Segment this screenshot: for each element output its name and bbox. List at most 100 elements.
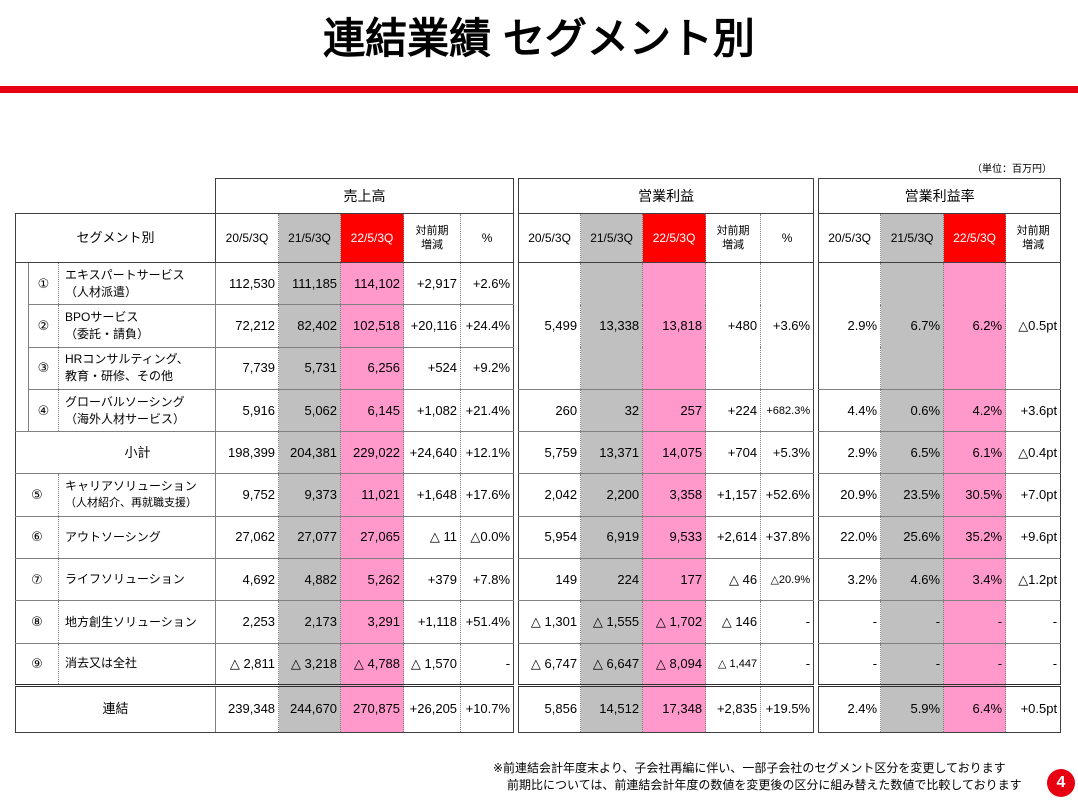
sales-prior-year-cell: 2,173: [278, 600, 342, 644]
sales-prior-year-cell: 5,731: [278, 346, 342, 390]
sales-yoy-change-cell: +26,205: [403, 683, 462, 733]
margin-prior-year-header: 21/5/3Q: [880, 213, 945, 263]
segment-number: ③: [28, 346, 59, 390]
op-yoy-change-cell: +2,835: [705, 683, 762, 733]
sales-yoy-change-cell: +24,640: [403, 431, 462, 475]
op-yoy-pct-cell: +52.6%: [760, 473, 815, 517]
sales-prior-year-cell: 244,670: [278, 683, 342, 733]
segment-name: エキスパートサービス （人材派遣）: [57, 261, 217, 306]
segment-name-line: 地方創生ソリューション: [65, 614, 197, 629]
change-header-line2: 増減: [421, 239, 444, 251]
op-prior-year-cell: 13,371: [580, 431, 644, 475]
op-yoy-change-cell: △ 46: [705, 558, 762, 602]
op-yoy-change-header: 対前期 増減: [705, 213, 762, 263]
margin-yoy-change-cell: +7.0pt: [1005, 473, 1062, 517]
sales-yoy-pct-cell: +21.4%: [460, 388, 515, 433]
segment-name: キャリアソリューション （人材紹介、再就職支援）: [57, 473, 217, 517]
op-prior-year-header: 21/5/3Q: [580, 213, 644, 263]
segment-name-detail: 教育・研修、その他: [65, 369, 174, 384]
group-gap: [814, 347, 819, 389]
group-gap: [514, 347, 519, 389]
sales-prior-year-cell: 27,077: [278, 515, 342, 560]
margin-current-cell: 6.2%: [943, 262, 1007, 390]
group-gap: [514, 305, 519, 347]
margin-two-years-ago-cell: 20.9%: [818, 473, 882, 517]
sales-yoy-pct-cell: +51.4%: [460, 600, 515, 644]
sales-current-cell: 27,065: [340, 515, 405, 560]
sales-yoy-pct-cell: +10.7%: [460, 683, 515, 733]
op-prior-year-cell: △ 6,647: [580, 642, 644, 686]
op-yoy-change-cell: +704: [705, 431, 762, 475]
group-gap: [814, 305, 819, 347]
margin-two-years-ago-cell: 4.4%: [818, 388, 882, 433]
op-two-years-ago-cell: 5,759: [518, 431, 582, 475]
op-prior-year-cell: 6,919: [580, 515, 644, 560]
segment-name: ライフソリューション: [57, 558, 217, 602]
header-corner-blank: [16, 179, 216, 214]
sales-two-years-ago-cell: △ 2,811: [215, 642, 280, 686]
op-two-years-ago-cell: 260: [518, 388, 582, 433]
consolidated-row: 連結 239,348 244,670 270,875 +26,205 +10.7% 5,85…: [14, 683, 1062, 733]
sales-current-cell: 229,022: [340, 431, 405, 475]
sales-yoy-change-cell: +20,116: [403, 304, 462, 348]
segment-name: 消去又は全社: [57, 642, 217, 686]
margin-yoy-change-cell: △0.5pt: [1005, 262, 1062, 390]
segment-name-line: ライフソリューション: [65, 572, 185, 587]
sales-two-years-ago-cell: 7,739: [215, 346, 280, 390]
subtotal-group-indent: [15, 261, 29, 433]
op-yoy-change-cell: +1,157: [705, 473, 762, 517]
margin-current-cell: -: [943, 600, 1007, 644]
margin-yoy-change-cell: -: [1005, 642, 1062, 686]
op-yoy-change-cell: △ 1,447: [705, 642, 762, 686]
segment-row: ④ グローバルソーシング （海外人材サービス） 5,916 5,062 6,145 +1,0…: [16, 388, 1062, 433]
op-two-years-ago-cell: 5,954: [518, 515, 582, 560]
segment-number: ⑤: [15, 473, 59, 517]
segment-name: HRコンサルティング、 教育・研修、その他: [57, 346, 217, 390]
sales-two-years-ago-cell: 9,752: [215, 473, 280, 517]
segment-row: ② BPOサービス （委託・請負） 72,212 82,402 102,518 +20,11…: [16, 304, 1061, 348]
segment-name-detail: （委託・請負）: [65, 326, 150, 341]
sales-two-years-ago-cell: 72,212: [215, 304, 280, 348]
sales-prior-year-cell: △ 3,218: [278, 642, 342, 686]
op-yoy-change-cell: +224: [705, 388, 762, 433]
sales-current-cell: 11,021: [340, 473, 405, 517]
margin-current-header: 22/5/3Q: [943, 213, 1007, 263]
op-prior-year-cell: 224: [580, 558, 644, 602]
op-current-cell: 257: [642, 388, 707, 433]
op-current-cell: 13,818: [642, 262, 707, 390]
sales-two-years-ago-header: 20/5/3Q: [215, 213, 280, 263]
sales-prior-year-cell: 9,373: [278, 473, 342, 517]
change-header-line2: 増減: [722, 239, 745, 251]
op-current-cell: △ 1,702: [642, 600, 707, 644]
segment-number: ⑥: [15, 515, 59, 560]
sales-current-cell: 6,256: [340, 346, 405, 390]
sales-yoy-change-cell: △ 11: [403, 515, 462, 560]
sales-yoy-change-cell: +2,917: [403, 261, 462, 306]
margin-yoy-change-cell: -: [1005, 600, 1062, 644]
op-yoy-change-cell: +480: [705, 262, 762, 390]
margin-current-cell: 4.2%: [943, 388, 1007, 433]
sales-prior-year-cell: 82,402: [278, 304, 342, 348]
segment-name-detail: （人材紹介、再就職支援）: [65, 497, 197, 510]
segment-name-line: アウトソーシング: [65, 529, 161, 544]
sales-prior-year-cell: 204,381: [278, 431, 342, 475]
segment-name: 地方創生ソリューション: [57, 600, 217, 644]
sales-yoy-pct-cell: +9.2%: [460, 346, 515, 390]
segment-row: ① エキスパートサービス （人材派遣） 112,530 111,185 114,102 +2…: [15, 261, 1062, 433]
margin-prior-year-cell: -: [880, 642, 945, 686]
op-two-years-ago-cell: △ 6,747: [518, 642, 582, 686]
op-yoy-pct-cell: +3.6%: [760, 262, 815, 390]
change-header-line1: 対前期: [716, 225, 750, 237]
sales-yoy-pct-cell: △0.0%: [460, 515, 515, 560]
sales-yoy-change-cell: +524: [403, 346, 462, 390]
margin-prior-year-cell: 23.5%: [880, 473, 945, 517]
sales-two-years-ago-cell: 27,062: [215, 515, 280, 560]
segment-name: グローバルソーシング （海外人材サービス）: [57, 388, 217, 433]
segment-column-header: セグメント別: [14, 213, 217, 263]
sales-current-header: 22/5/3Q: [340, 213, 405, 263]
sales-two-years-ago-cell: 4,692: [215, 558, 280, 602]
op-yoy-pct-cell: +37.8%: [760, 515, 815, 560]
consolidated-label: 連結: [14, 683, 217, 733]
op-prior-year-cell: 2,200: [580, 473, 644, 517]
margin-two-years-ago-cell: -: [818, 642, 882, 686]
